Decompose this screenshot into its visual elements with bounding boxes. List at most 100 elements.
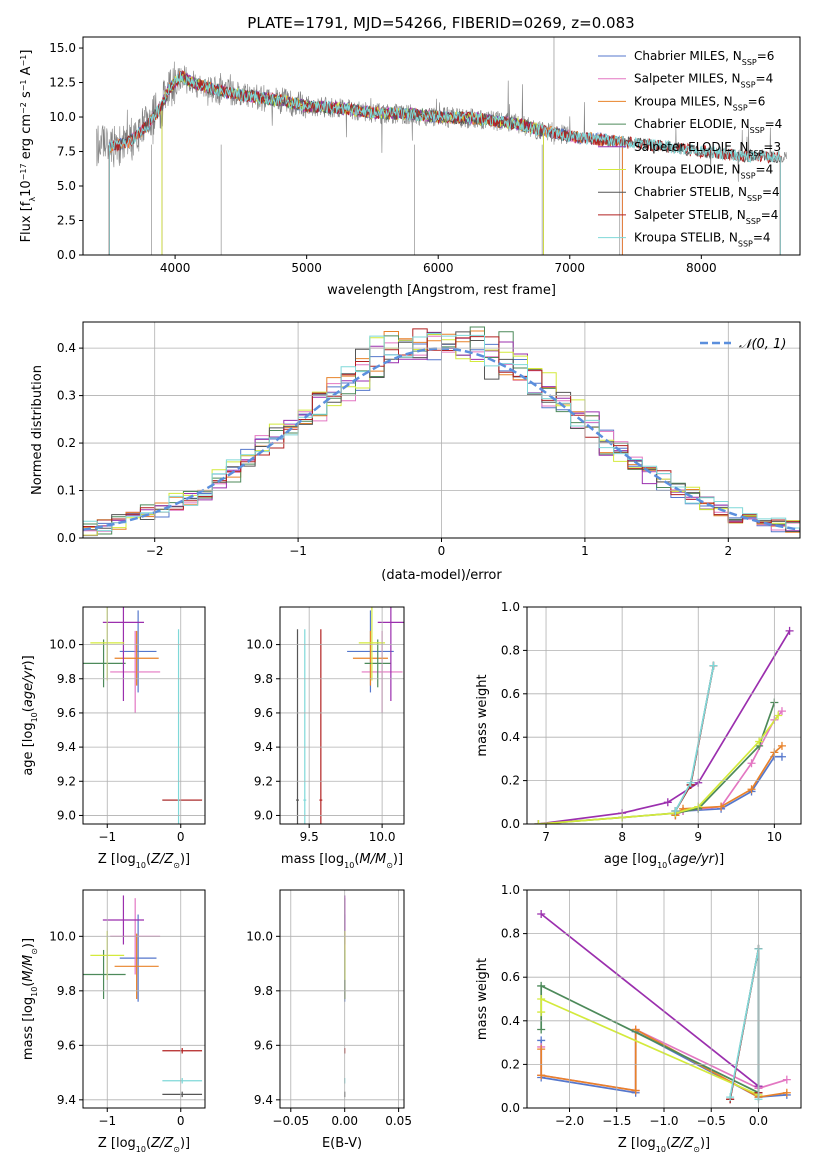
x-axis-label: Z [log10(Z/Z⊙)]	[98, 852, 190, 870]
x-axis-label-part: 10	[344, 861, 354, 870]
y-tick-label: 2.5	[57, 214, 76, 228]
spectrum-panel-plot-area	[95, 37, 788, 255]
weight-marker	[782, 1075, 791, 1084]
legend-label: Chabrier STELIB, NSSP=4	[634, 185, 780, 203]
x-tick-label: 1	[581, 544, 589, 558]
model-spectrum-kroupa_stelib	[108, 71, 781, 163]
x-tick-label: 7	[542, 830, 550, 844]
weight-marker	[717, 802, 726, 811]
legend-label-part: =4	[765, 117, 783, 131]
weight-marker	[537, 1008, 546, 1017]
x-axis-label: Z [log10(Z/Z⊙)]	[98, 1136, 190, 1154]
x-axis-label-part: 10	[136, 1145, 146, 1154]
y-tick-label: 0.0	[501, 817, 520, 831]
legend-label-part: SSP	[741, 171, 756, 180]
x-axis-label-part: ⊙	[173, 861, 180, 870]
x-tick-label: 0	[177, 1114, 185, 1128]
x-axis-label: mass [log10(M/M⊙)]	[281, 852, 403, 870]
x-axis-label-part: ⊙	[173, 1145, 180, 1154]
x-axis-label-part: age/yr	[672, 852, 715, 867]
y-axis-label-part: )]	[21, 938, 36, 948]
y-axis-label-part: )]	[21, 655, 36, 665]
y-axis-label-part: −2	[19, 102, 28, 114]
legend-label-part: Chabrier ELODIE, N	[634, 117, 750, 131]
weight-marker	[663, 798, 672, 807]
weight-marker	[631, 1086, 640, 1095]
weight-line-salpeter_stelib	[674, 665, 715, 812]
legend-label: 𝒩(0, 1)	[739, 337, 786, 352]
y-axis-label-part: (	[21, 982, 36, 987]
weight-marker	[755, 737, 764, 746]
x-axis-label-part: )]	[180, 852, 190, 867]
legend-label-part: Chabrier MILES, N	[634, 49, 742, 63]
x-axis-label-part: Z [log	[618, 1136, 656, 1151]
y-tick-label: 10.0	[49, 110, 76, 124]
legend-label-part: =4	[756, 163, 774, 177]
legend-label: Salpeter STELIB, NSSP=4	[634, 208, 778, 226]
weight-line-kroupa_miles	[540, 1028, 787, 1098]
x-tick-label: −0.05	[272, 1114, 309, 1128]
y-tick-label: 0.0	[57, 531, 76, 545]
y-axis-label-part: 10	[30, 987, 39, 997]
x-axis-label: E(B-V)	[322, 1136, 362, 1151]
legend-label-part: SSP	[742, 58, 757, 67]
y-tick-label: 12.5	[49, 76, 76, 90]
weight-marker	[726, 1093, 735, 1102]
x-tick-label: 10	[767, 830, 782, 844]
y-axis-label-part: mass [log	[21, 997, 36, 1060]
x-tick-label: 0	[177, 830, 185, 844]
x-tick-label: −1	[98, 1114, 116, 1128]
y-axis-label-part: 10	[19, 180, 34, 197]
x-axis-label-part: mass [log	[281, 852, 344, 867]
y-tick-label: 9.8	[254, 672, 273, 686]
x-tick-label: 10.0	[369, 830, 396, 844]
x-tick-label: 5000	[291, 261, 322, 275]
weight-line-salpeter_elodie	[540, 913, 760, 1087]
weight-marker	[537, 1071, 546, 1080]
x-tick-label: 8000	[686, 261, 717, 275]
legend-label-part: =6	[748, 94, 766, 108]
weight-line-kroupa_elodie	[538, 714, 779, 824]
x-tick-label: 0.00	[331, 1114, 358, 1128]
axes-frame	[279, 606, 405, 825]
x-tick-label: −1	[98, 830, 116, 844]
x-tick-label: −1	[289, 544, 307, 558]
spectrum-panel: 4000 5000 6000 7000 8000 0.0 2.5 5.0 7.5 10.0 12.5…	[19, 36, 801, 298]
x-axis-label-part: Z/Z	[150, 852, 174, 867]
legend-label-part: =4	[753, 231, 771, 245]
legend-label-part: Salpeter ELODIE, N	[634, 140, 748, 154]
y-tick-label: 9.4	[254, 740, 273, 754]
weight-line-kroupa_miles	[674, 745, 783, 816]
y-tick-label: 0.2	[501, 1057, 520, 1071]
y-axis-label-part: M/M	[21, 955, 36, 982]
x-axis-label-part: )]	[700, 1136, 710, 1151]
weight-line-kroupa_stelib	[674, 665, 715, 812]
weight-marker	[774, 711, 783, 720]
legend-label-part: Kroupa ELODIE, N	[634, 163, 741, 177]
x-tick-label: 8	[618, 830, 626, 844]
weight-marker	[537, 981, 546, 990]
weight-marker	[747, 759, 756, 768]
y-tick-label: 0.4	[501, 1014, 520, 1028]
y-axis-label-part: λ	[28, 197, 37, 202]
y-tick-label: 9.2	[254, 774, 273, 788]
y-tick-label: 10.0	[246, 929, 273, 943]
x-axis-label-part: 10	[136, 861, 146, 870]
legend-label-part: SSP	[747, 194, 762, 203]
y-tick-label: 9.6	[57, 1038, 76, 1052]
weight-marker	[534, 820, 543, 824]
legend-label: Chabrier MILES, NSSP=6	[634, 49, 774, 67]
y-tick-label: 9.0	[57, 808, 76, 822]
legend-label: Salpeter MILES, NSSP=4	[634, 72, 773, 90]
legend-label-part: Chabrier STELIB, N	[634, 185, 747, 199]
x-tick-label: 0.0	[749, 1114, 768, 1128]
legend-label-part: Salpeter STELIB, N	[634, 208, 746, 222]
y-axis-label-part: ⊙	[30, 948, 39, 955]
x-tick-label: −2.0	[555, 1114, 584, 1128]
weight-marker	[777, 741, 786, 750]
x-tick-label: 9.5	[300, 830, 319, 844]
y-tick-label: 10.0	[49, 638, 76, 652]
x-axis-label-part: (	[146, 852, 151, 867]
y-tick-label: 9.6	[254, 706, 273, 720]
